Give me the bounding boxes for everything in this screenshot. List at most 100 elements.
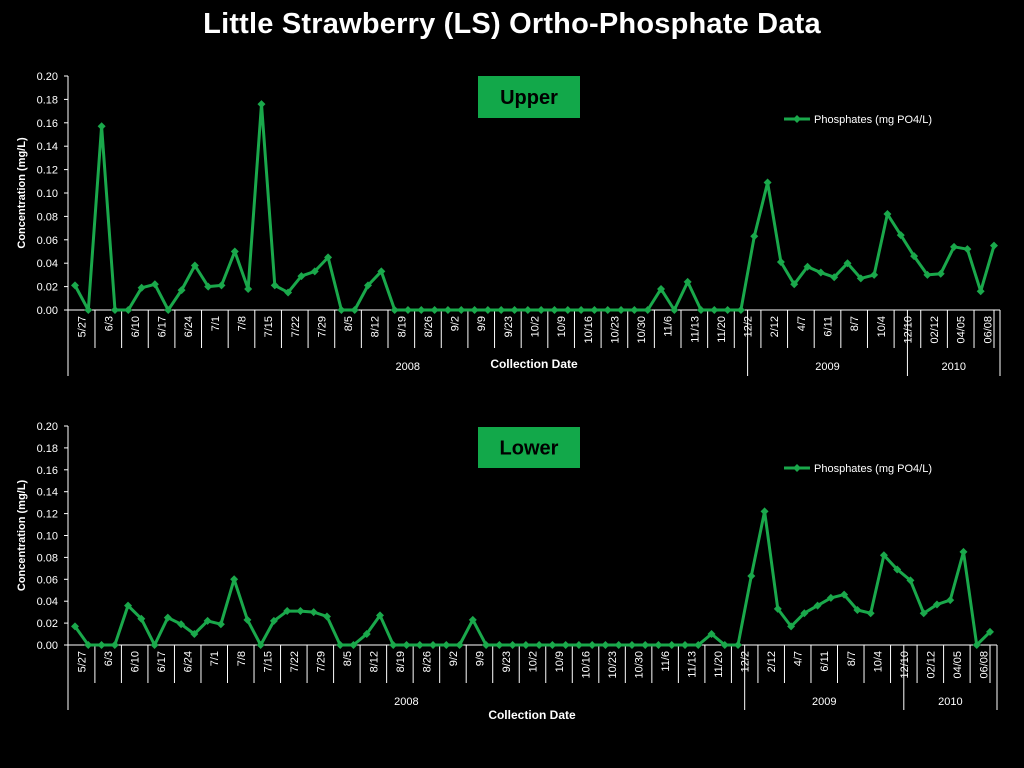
x-tick-label: 2/12	[766, 651, 778, 672]
data-point	[683, 277, 692, 286]
data-point	[959, 547, 968, 556]
data-point	[216, 620, 225, 629]
data-point	[508, 641, 517, 649]
x-tick-label: 11/6	[663, 316, 675, 337]
data-point	[601, 641, 610, 649]
y-tick-label: 0.10	[37, 188, 58, 200]
data-point	[230, 575, 239, 584]
data-point	[750, 232, 759, 241]
x-tick-label: 6/3	[103, 651, 115, 666]
data-point	[297, 272, 306, 281]
data-point	[510, 306, 519, 314]
x-tick-label: 8/19	[395, 651, 407, 672]
x-tick-label: 10/16	[581, 651, 593, 679]
data-point	[190, 261, 199, 270]
x-tick-label: 6/24	[183, 651, 195, 672]
data-point	[124, 601, 133, 610]
data-point	[521, 641, 530, 649]
chart-panel-upper: 0.00 0.02 0.04 0.06 0.08 0.10 0.12 0.14 0.16 0.18…	[16, 71, 1001, 376]
data-point	[243, 615, 252, 624]
year-label: 2009	[815, 361, 839, 373]
data-point	[707, 630, 716, 639]
x-tick-label: 7/29	[316, 316, 328, 337]
data-point	[257, 100, 266, 109]
data-point	[362, 630, 371, 639]
data-point	[723, 306, 732, 314]
x-tick-label: 2/12	[769, 316, 781, 337]
data-point	[457, 306, 466, 314]
data-point	[654, 641, 663, 649]
data-point	[163, 613, 172, 622]
data-point	[972, 641, 981, 649]
x-tick-label: 02/12	[929, 316, 941, 344]
data-point	[71, 622, 79, 631]
data-point	[415, 641, 424, 649]
x-axis-label: Collection Date	[488, 708, 576, 722]
y-tick-label: 0.08	[37, 211, 58, 223]
x-tick-label: 7/29	[315, 651, 327, 672]
data-point	[840, 590, 849, 599]
x-tick-label: 9/9	[476, 316, 488, 331]
y-tick-label: 0.04	[37, 596, 58, 608]
x-tick-label: 6/10	[130, 316, 142, 337]
x-tick-label: 6/11	[823, 316, 835, 337]
data-point	[150, 280, 159, 289]
data-point	[896, 231, 905, 240]
y-tick-label: 0.02	[37, 282, 58, 294]
data-point	[204, 282, 213, 291]
x-tick-label: 6/17	[156, 651, 168, 672]
x-tick-label: 04/05	[956, 316, 968, 344]
data-point	[694, 641, 703, 649]
data-point	[986, 627, 994, 636]
data-point	[603, 306, 612, 314]
data-point	[803, 262, 812, 271]
data-point	[164, 306, 173, 314]
x-tick-label: 9/2	[450, 316, 462, 331]
data-point	[932, 600, 941, 609]
data-point	[760, 507, 769, 516]
legend-marker	[793, 464, 801, 472]
y-tick-label: 0.06	[37, 235, 58, 247]
x-tick-label: 11/13	[689, 316, 701, 343]
data-point	[84, 306, 93, 314]
data-point	[617, 306, 626, 314]
y-tick-label: 0.00	[37, 640, 58, 652]
legend-marker	[793, 115, 801, 123]
data-point	[843, 259, 852, 268]
data-point	[137, 614, 146, 623]
x-tick-label: 5/27	[77, 651, 89, 672]
data-point	[483, 306, 492, 314]
data-point	[309, 608, 318, 617]
data-point	[390, 306, 399, 314]
data-point	[910, 252, 919, 261]
data-point	[150, 641, 159, 649]
data-point	[377, 267, 386, 276]
y-tick-label: 0.00	[37, 305, 58, 317]
data-point	[826, 593, 835, 602]
data-point	[923, 270, 932, 279]
data-point	[870, 270, 879, 279]
data-point	[124, 306, 133, 314]
data-point	[324, 253, 333, 262]
data-point	[429, 641, 438, 649]
y-tick-label: 0.14	[37, 487, 58, 499]
x-axis-label: Collection Date	[490, 357, 578, 371]
x-tick-label: 7/1	[209, 651, 221, 666]
x-tick-label: 12/10	[902, 316, 914, 344]
x-tick-label: 8/5	[343, 316, 355, 331]
data-point	[230, 247, 239, 256]
x-tick-label: 9/23	[501, 651, 513, 672]
data-point	[919, 609, 928, 618]
data-point	[763, 178, 772, 187]
data-point	[110, 306, 119, 314]
data-point	[322, 612, 331, 621]
data-point	[776, 258, 785, 267]
data-point	[497, 306, 506, 314]
data-point	[883, 210, 892, 219]
legend-label: Phosphates (mg PO4/L)	[814, 463, 932, 475]
y-tick-label: 0.04	[37, 258, 58, 270]
chart-panel-lower: 0.00 0.02 0.04 0.06 0.08 0.10 0.12 0.14 0.16 0.18…	[16, 421, 998, 722]
data-point	[71, 281, 79, 290]
x-tick-label: 8/12	[370, 316, 382, 337]
x-tick-label: 06/08	[978, 651, 990, 679]
